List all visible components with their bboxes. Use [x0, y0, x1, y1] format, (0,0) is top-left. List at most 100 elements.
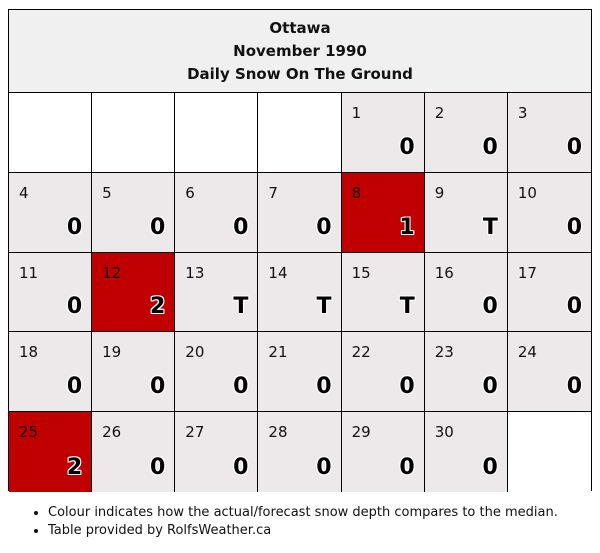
- day-cell: 10 0: [507, 172, 591, 253]
- snow-depth-value: 1: [399, 214, 415, 240]
- city-title: Ottawa: [269, 18, 331, 37]
- note-credit: Table provided by RolfsWeather.ca: [48, 522, 558, 540]
- day-number: 14: [268, 263, 288, 282]
- day-cell: 20 0: [175, 332, 259, 413]
- month-title: November 1990: [233, 41, 367, 60]
- day-number: 25: [19, 423, 39, 442]
- day-cell: 16 0: [424, 252, 508, 333]
- empty-cell: [9, 93, 93, 173]
- day-number: 20: [185, 343, 205, 362]
- day-number: 11: [19, 263, 39, 282]
- day-cell: 25 2: [9, 412, 93, 492]
- snow-depth-value: T: [316, 294, 332, 320]
- snow-depth-value: 0: [566, 294, 582, 320]
- snow-depth-value: 0: [149, 455, 166, 480]
- day-cell: 14 T: [258, 252, 342, 333]
- day-number: 15: [351, 263, 371, 282]
- day-number: 3: [517, 104, 528, 122]
- day-number: 28: [268, 423, 288, 442]
- day-number: 12: [102, 263, 122, 282]
- day-number: 16: [434, 263, 454, 282]
- snow-depth-value: 0: [399, 134, 415, 160]
- calendar-grid: 1 0 2 0 3 0 4 0 5 0 6 0 7 0 8 1 9 T 10 0 11 0 12 2 13 T 14 T 15 T 16 0 1…: [9, 93, 591, 492]
- day-number: 6: [185, 183, 195, 202]
- day-number: 17: [517, 263, 537, 282]
- snow-depth-value: 0: [316, 455, 332, 480]
- snow-depth-value: 0: [149, 374, 166, 400]
- day-number: 26: [102, 423, 122, 442]
- snow-depth-value: 0: [566, 214, 582, 240]
- snow-depth-value: 2: [66, 455, 83, 480]
- day-number: 10: [517, 183, 537, 202]
- snow-depth-value: 0: [66, 374, 83, 400]
- note-colour-legend: Colour indicates how the actual/forecast…: [48, 504, 558, 522]
- day-number: 13: [185, 263, 205, 282]
- day-number: 29: [351, 423, 371, 442]
- snow-depth-value: 0: [233, 214, 249, 240]
- day-number: 18: [19, 343, 39, 362]
- snow-depth-value: 2: [149, 294, 166, 320]
- day-cell: 29 0: [341, 412, 425, 492]
- snow-depth-value: 0: [482, 294, 498, 320]
- empty-cell: [92, 93, 176, 173]
- snow-depth-value: 0: [233, 455, 249, 480]
- day-cell: 23 0: [424, 332, 508, 413]
- day-cell: 18 0: [9, 332, 93, 413]
- day-cell: 17 0: [507, 252, 591, 333]
- footnotes: Colour indicates how the actual/forecast…: [22, 504, 558, 540]
- day-number: 8: [351, 183, 362, 202]
- day-cell: 19 0: [92, 332, 176, 413]
- snow-calendar: Ottawa November 1990 Daily Snow On The G…: [8, 9, 592, 492]
- day-cell: 26 0: [92, 412, 176, 492]
- day-cell: 15 T: [341, 252, 425, 333]
- day-cell: 12 2: [92, 252, 176, 333]
- day-number: 19: [102, 343, 122, 362]
- snow-depth-value: 0: [482, 374, 498, 400]
- empty-cell: [507, 412, 591, 492]
- day-cell: 30 0: [424, 412, 508, 492]
- empty-cell: [175, 93, 259, 173]
- day-number: 23: [434, 343, 454, 362]
- snow-depth-value: 0: [66, 214, 83, 240]
- day-number: 21: [268, 343, 288, 362]
- day-cell: 11 0: [9, 252, 93, 333]
- day-cell: 24 0: [507, 332, 591, 413]
- snow-depth-value: 0: [316, 214, 332, 240]
- day-number: 4: [19, 183, 29, 202]
- day-cell: 13 T: [175, 252, 259, 333]
- empty-cell: [258, 93, 342, 173]
- day-number: 7: [268, 183, 278, 202]
- day-cell: 22 0: [341, 332, 425, 413]
- day-number: 1: [351, 104, 362, 122]
- snow-depth-value: 0: [233, 374, 249, 400]
- day-cell: 27 0: [175, 412, 259, 492]
- snow-depth-value: 0: [566, 374, 582, 400]
- snow-depth-value: 0: [482, 134, 498, 160]
- day-number: 2: [434, 104, 445, 122]
- snow-depth-value: 0: [482, 455, 498, 480]
- day-number: 24: [517, 343, 537, 362]
- snow-depth-value: 0: [566, 134, 582, 160]
- day-number: 22: [351, 343, 371, 362]
- snow-depth-value: T: [482, 214, 498, 240]
- calendar-header: Ottawa November 1990 Daily Snow On The G…: [9, 10, 591, 93]
- snow-depth-value: 0: [316, 374, 332, 400]
- snow-depth-value: 0: [399, 455, 415, 480]
- day-number: 27: [185, 423, 205, 442]
- day-cell: 28 0: [258, 412, 342, 492]
- snow-depth-value: 0: [399, 374, 415, 400]
- snow-depth-value: T: [233, 294, 249, 320]
- snow-depth-value: 0: [66, 294, 83, 320]
- day-cell: 21 0: [258, 332, 342, 413]
- day-number: 30: [434, 423, 454, 442]
- snow-depth-value: 0: [149, 214, 166, 240]
